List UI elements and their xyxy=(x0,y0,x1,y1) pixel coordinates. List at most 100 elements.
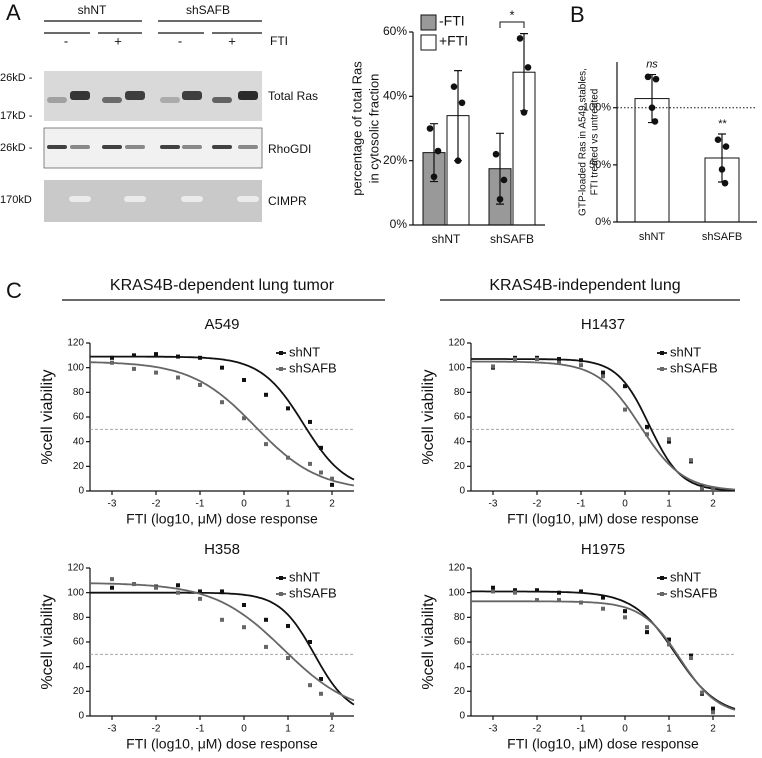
y-tick-label: 100 xyxy=(448,362,465,373)
legend-label: shNT xyxy=(289,569,320,584)
data-point xyxy=(450,83,458,90)
y-tick-label: 100 xyxy=(67,587,84,598)
x-tick-label: -1 xyxy=(577,724,586,735)
x-tick-label: 0 xyxy=(241,724,247,735)
legend-swatch xyxy=(420,34,437,51)
y-tick-label: 60% xyxy=(383,24,407,38)
legend-label: shSAFB xyxy=(670,585,718,600)
y-tick-label: 40 xyxy=(454,661,466,672)
x-tick-label: 0 xyxy=(622,724,628,735)
y-tick-label: 0 xyxy=(78,711,84,722)
x-axis-label: FTI (log10, μM) dose response xyxy=(126,736,318,752)
data-point xyxy=(132,366,136,371)
data-point xyxy=(524,64,532,71)
y-tick-label: 80 xyxy=(454,612,466,623)
data-point xyxy=(667,437,671,442)
data-point xyxy=(623,384,627,389)
y-tick-label: 80 xyxy=(73,387,85,398)
data-point xyxy=(579,363,583,368)
data-point xyxy=(711,706,715,711)
fit-curve xyxy=(471,360,736,491)
y-tick-label: 120 xyxy=(448,563,465,574)
data-point xyxy=(454,157,462,164)
y-tick-label: 80 xyxy=(73,612,85,623)
data-point xyxy=(667,642,671,647)
data-point xyxy=(645,625,649,630)
legend-marker xyxy=(279,351,283,355)
y-tick-label: 20 xyxy=(454,461,466,472)
x-tick-label: -3 xyxy=(108,499,117,510)
data-point xyxy=(645,630,649,635)
fit-curve xyxy=(89,361,355,487)
band xyxy=(125,91,145,100)
x-tick-label: shSAFB xyxy=(702,231,742,243)
blot-row-label: Total Ras xyxy=(268,89,318,103)
data-point xyxy=(601,374,605,379)
data-point xyxy=(516,35,524,42)
data-point xyxy=(644,73,652,81)
chart-title: H1437 xyxy=(581,316,625,333)
y-tick-label: 40 xyxy=(73,436,85,447)
data-point xyxy=(110,355,114,360)
chart-title: A549 xyxy=(204,316,239,333)
data-point xyxy=(434,147,442,155)
section-header: KRAS4B-dependent lung tumor xyxy=(110,277,335,294)
data-point xyxy=(623,609,627,614)
x-tick-label: shNT xyxy=(639,231,666,243)
legend-swatch xyxy=(420,14,437,31)
data-point xyxy=(286,656,290,661)
band xyxy=(237,196,259,202)
band xyxy=(47,145,67,149)
section-header: KRAS4B-independent lung xyxy=(489,277,680,294)
data-point xyxy=(491,585,495,590)
panel-label: B xyxy=(570,2,585,27)
x-tick-label: 1 xyxy=(666,724,672,735)
data-point xyxy=(264,392,268,397)
x-axis-label: FTI (log10, μM) dose response xyxy=(507,736,699,752)
data-point xyxy=(264,442,268,447)
band xyxy=(238,91,258,100)
data-point xyxy=(242,416,246,421)
band xyxy=(238,145,258,149)
legend-label: -FTI xyxy=(439,13,465,29)
data-point xyxy=(286,623,290,628)
band xyxy=(102,145,122,149)
data-point xyxy=(491,589,495,594)
legend-label: shNT xyxy=(670,344,701,359)
data-point xyxy=(198,596,202,601)
data-point xyxy=(308,640,312,644)
data-point xyxy=(330,476,334,481)
y-axis-label: %cell viability xyxy=(39,369,56,464)
panel-label: C xyxy=(6,278,22,303)
chart-title: H358 xyxy=(204,541,240,558)
data-point xyxy=(535,357,539,362)
legend-marker xyxy=(279,367,283,371)
x-tick-label: -3 xyxy=(108,724,117,735)
data-point xyxy=(513,357,517,362)
x-tick-label: -1 xyxy=(196,724,205,735)
data-point xyxy=(535,598,539,603)
data-point xyxy=(491,364,495,369)
blot-group: shSAFB xyxy=(186,3,230,17)
fit-curve xyxy=(90,582,355,702)
blot-bands xyxy=(47,91,259,202)
data-point xyxy=(220,400,224,405)
y-tick-label: 0 xyxy=(459,486,465,497)
data-point xyxy=(154,370,158,375)
x-tick-label: 0 xyxy=(241,499,247,510)
band xyxy=(70,145,90,149)
data-point xyxy=(308,419,312,424)
data-point xyxy=(319,445,323,450)
y-tick-label: 40 xyxy=(73,661,85,672)
data-point xyxy=(513,588,517,593)
band xyxy=(212,145,232,149)
legend-label: +FTI xyxy=(439,33,468,49)
annotation: ns xyxy=(646,58,658,70)
x-tick-label: -2 xyxy=(152,724,161,735)
data-point xyxy=(220,617,224,622)
data-point xyxy=(601,370,605,375)
data-point xyxy=(308,683,312,688)
data-point xyxy=(689,458,693,463)
